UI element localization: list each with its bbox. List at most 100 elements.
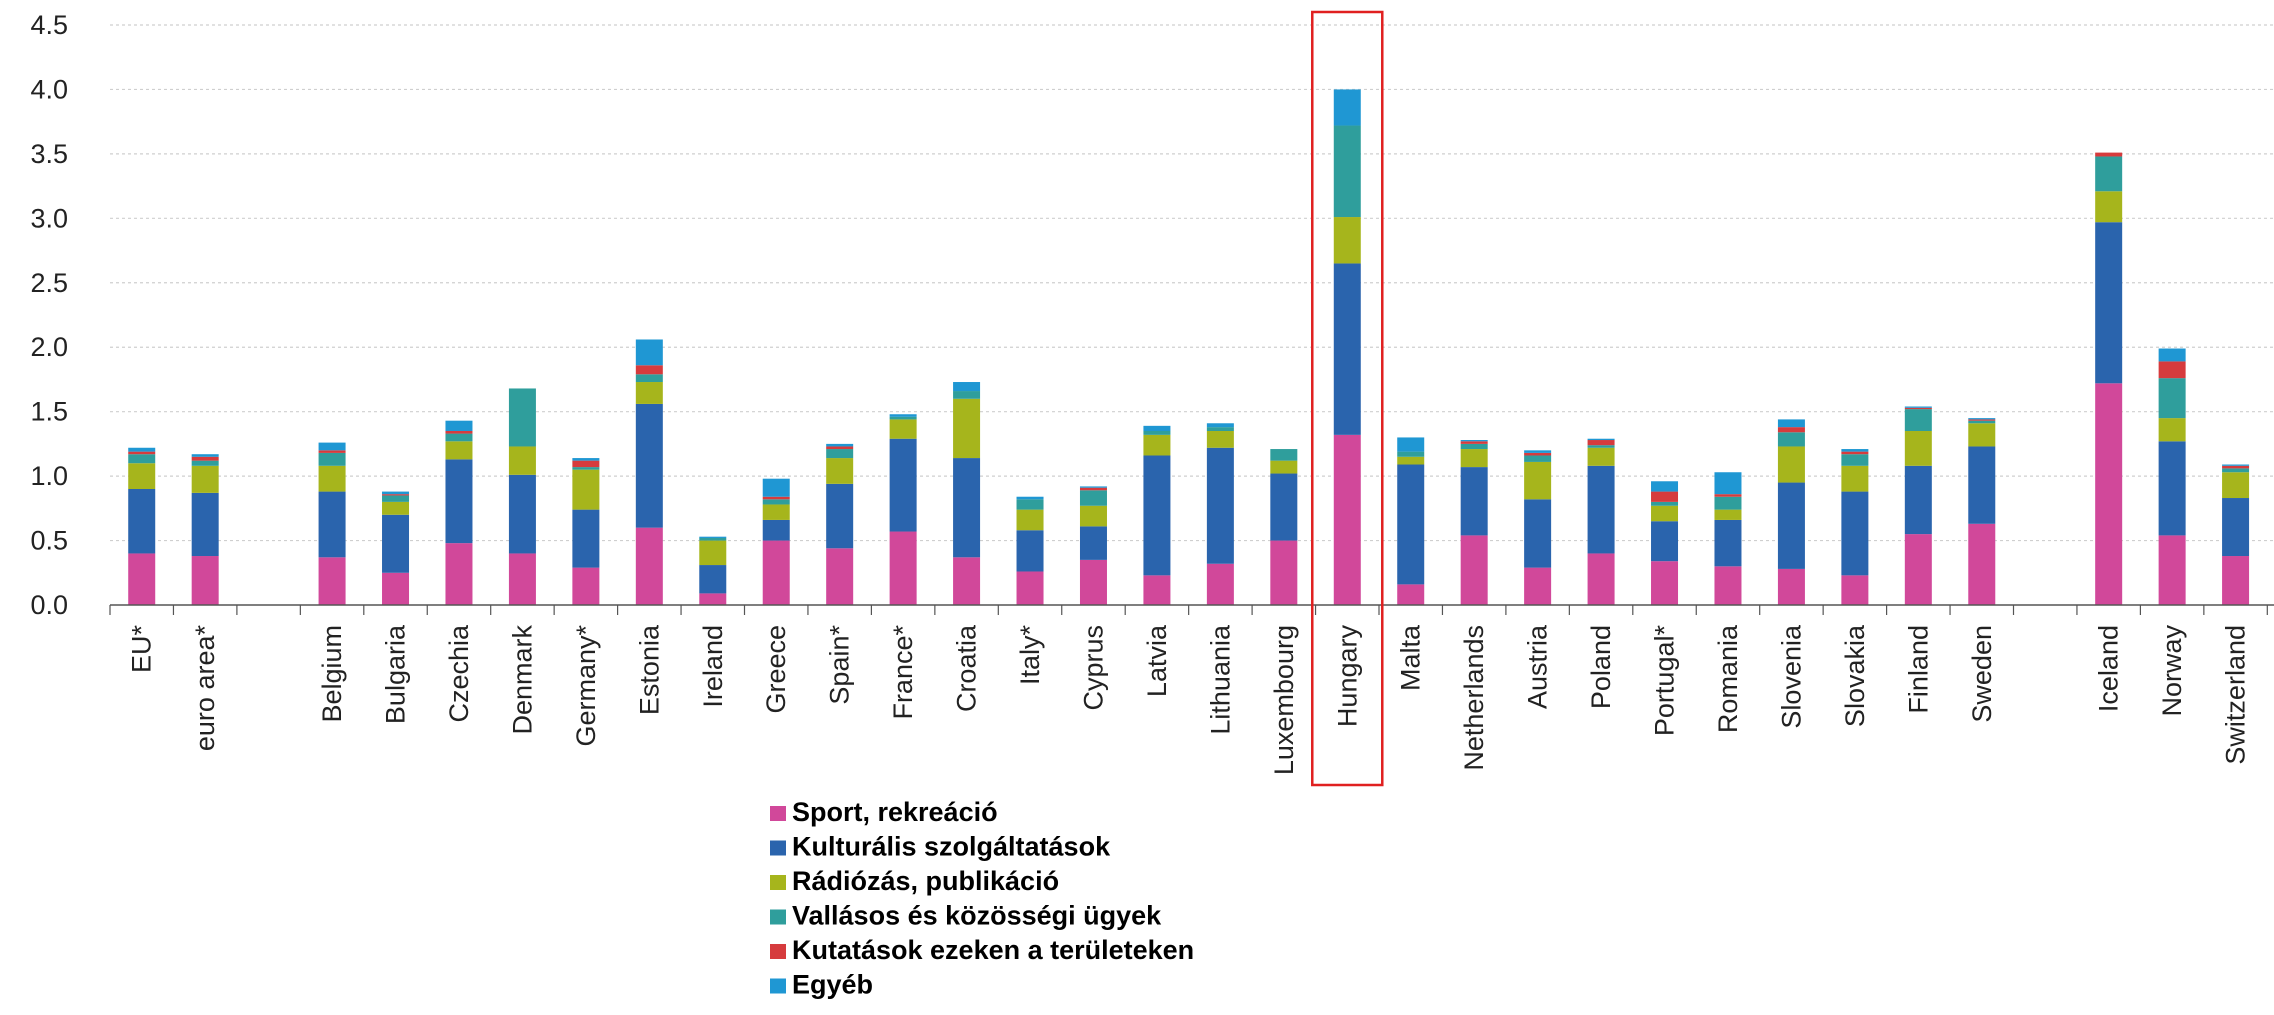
- bar-segment-cyprus-egyeb: [1079, 486, 1107, 488]
- bar-segment-eu-radiozas-publikacio: [128, 463, 156, 489]
- x-tick-label-romania: Romania: [1713, 624, 1743, 733]
- bar-segment-iceland-vallasos-es-kozossegi-ugyek: [2095, 156, 2123, 192]
- bar-segment-latvia-vallasos-es-kozossegi-ugyek: [1143, 431, 1171, 435]
- bar-segment-norway-kulturalis-szolgaltatasok: [2158, 441, 2186, 536]
- bar-segment-croatia-vallasos-es-kozossegi-ugyek: [953, 391, 981, 399]
- bar-segment-slovakia-egyeb: [1841, 449, 1869, 452]
- legend-swatch-radiozas-publikacio: [770, 875, 786, 890]
- bar-segment-euro-area-kutatasok-ezeken-a-teruleteken: [191, 456, 219, 461]
- legend-swatch-kutatasok-ezeken-a-teruleteken: [770, 944, 786, 959]
- bar-segment-bulgaria-kutatasok-ezeken-a-teruleteken: [382, 494, 410, 496]
- bar-segment-italy-radiozas-publikacio: [1016, 509, 1044, 531]
- bar-segment-malta-radiozas-publikacio: [1397, 456, 1425, 465]
- bar-segment-estonia-kutatasok-ezeken-a-teruleteken: [635, 365, 663, 375]
- bar-segment-netherlands-kulturalis-szolgaltatasok: [1460, 467, 1488, 536]
- bar-segment-poland-sport-rekreacio: [1587, 553, 1615, 605]
- bar-segment-greece-egyeb: [762, 478, 790, 497]
- bar-segment-slovenia-sport-rekreacio: [1777, 568, 1805, 605]
- x-tick-label-netherlands: Netherlands: [1459, 625, 1489, 771]
- legend-label-kulturalis-szolgaltatasok: Kulturális szolgáltatások: [792, 832, 1111, 862]
- bar-segment-estonia-egyeb: [635, 339, 663, 366]
- bar-segment-iceland-kulturalis-szolgaltatasok: [2095, 222, 2123, 384]
- bar-segment-germany-egyeb: [572, 458, 600, 461]
- x-tick-label-euro-area: euro area*: [190, 625, 220, 752]
- bar-segment-poland-radiozas-publikacio: [1587, 447, 1615, 466]
- bar-segment-france-radiozas-publikacio: [889, 419, 917, 439]
- bar-segment-bulgaria-sport-rekreacio: [382, 572, 410, 605]
- bar-segment-lithuania-radiozas-publikacio: [1206, 431, 1234, 448]
- bar-segment-france-kulturalis-szolgaltatasok: [889, 438, 917, 532]
- x-axis: [109, 604, 2274, 615]
- bar-segment-latvia-radiozas-publikacio: [1143, 434, 1171, 456]
- bar-segment-norway-vallasos-es-kozossegi-ugyek: [2158, 378, 2186, 419]
- x-tick-label-bulgaria: Bulgaria: [381, 624, 411, 724]
- bar-segment-cyprus-kutatasok-ezeken-a-teruleteken: [1079, 487, 1107, 491]
- bar-segment-germany-kulturalis-szolgaltatasok: [572, 509, 600, 568]
- bar-segment-greece-kulturalis-szolgaltatasok: [762, 519, 790, 541]
- bar-segment-norway-sport-rekreacio: [2158, 535, 2186, 605]
- bar-segment-finland-egyeb: [1904, 406, 1932, 408]
- bar-segment-ireland-vallasos-es-kozossegi-ugyek: [699, 537, 727, 541]
- x-tick-label-finland: Finland: [1903, 625, 1933, 714]
- legend-swatch-kulturalis-szolgaltatasok: [770, 840, 786, 856]
- bar-segment-iceland-radiozas-publikacio: [2095, 191, 2123, 223]
- bar-segment-ireland-radiozas-publikacio: [699, 540, 727, 566]
- bar-segment-hungary-egyeb: [1333, 89, 1361, 126]
- bar-segment-finland-vallasos-es-kozossegi-ugyek: [1904, 409, 1932, 431]
- y-tick-label: 0.5: [30, 526, 68, 556]
- y-tick-label: 1.0: [30, 461, 68, 491]
- bar-segment-switzerland-kulturalis-szolgaltatasok: [2222, 498, 2250, 557]
- bar-segment-hungary-sport-rekreacio: [1333, 434, 1361, 605]
- bar-segment-netherlands-egyeb: [1460, 440, 1488, 442]
- x-tick-label-austria: Austria: [1523, 624, 1553, 709]
- bar-segment-lithuania-egyeb: [1206, 423, 1234, 428]
- bar-segment-hungary-radiozas-publikacio: [1333, 217, 1361, 264]
- bar-segment-netherlands-sport-rekreacio: [1460, 535, 1488, 605]
- legend-label-kutatasok-ezeken-a-teruleteken: Kutatások ezeken a területeken: [792, 935, 1194, 965]
- bar-segment-belgium-radiozas-publikacio: [318, 465, 346, 492]
- bar-segment-ireland-egyeb: [699, 536, 727, 538]
- bar-segment-hungary-kulturalis-szolgaltatasok: [1333, 263, 1361, 435]
- x-tick-label-luxembourg: Luxembourg: [1269, 625, 1299, 775]
- y-tick-label: 3.0: [30, 203, 68, 233]
- bar-segment-cyprus-kulturalis-szolgaltatasok: [1079, 526, 1107, 560]
- bar-segment-italy-vallasos-es-kozossegi-ugyek: [1016, 499, 1044, 510]
- bar-segment-romania-kutatasok-ezeken-a-teruleteken: [1714, 494, 1742, 497]
- bar-segment-sweden-kutatasok-ezeken-a-teruleteken: [1968, 419, 1996, 421]
- bar-segment-slovakia-radiozas-publikacio: [1841, 465, 1869, 492]
- bar-segment-portugal-sport-rekreacio: [1651, 561, 1679, 605]
- bar-segment-eu-kulturalis-szolgaltatasok: [128, 489, 156, 554]
- bar-segment-poland-vallasos-es-kozossegi-ugyek: [1587, 445, 1615, 448]
- x-tick-label-czechia: Czechia: [444, 624, 474, 723]
- bar-segment-slovenia-radiozas-publikacio: [1777, 446, 1805, 483]
- bar-segment-austria-kutatasok-ezeken-a-teruleteken: [1524, 452, 1552, 456]
- bar-segment-euro-area-vallasos-es-kozossegi-ugyek: [191, 460, 219, 466]
- x-tick-label-slovenia: Slovenia: [1776, 624, 1806, 729]
- bar-segment-spain-kulturalis-szolgaltatasok: [826, 483, 854, 549]
- x-tick-label-croatia: Croatia: [952, 624, 982, 712]
- bar-segment-sweden-egyeb: [1968, 418, 1996, 420]
- bar-segment-luxembourg-kulturalis-szolgaltatasok: [1270, 473, 1298, 541]
- x-tick-label-sweden: Sweden: [1967, 625, 1997, 723]
- bar-segment-slovenia-egyeb: [1777, 419, 1805, 428]
- legend-swatch-vallasos-es-kozossegi-ugyek: [770, 909, 786, 925]
- bar-segment-malta-egyeb: [1397, 437, 1425, 452]
- bar-segment-slovakia-kutatasok-ezeken-a-teruleteken: [1841, 451, 1869, 455]
- bar-segment-sweden-radiozas-publikacio: [1968, 423, 1996, 447]
- bar-segment-romania-sport-rekreacio: [1714, 566, 1742, 605]
- bar-segment-spain-vallasos-es-kozossegi-ugyek: [826, 449, 854, 459]
- bar-segment-switzerland-kutatasok-ezeken-a-teruleteken: [2222, 465, 2250, 469]
- bar-segment-poland-kutatasok-ezeken-a-teruleteken: [1587, 440, 1615, 446]
- bars: [128, 89, 2250, 605]
- bar-segment-slovenia-kutatasok-ezeken-a-teruleteken: [1777, 427, 1805, 433]
- x-tick-label-italy: Italy*: [1015, 625, 1045, 686]
- bar-segment-euro-area-sport-rekreacio: [191, 556, 219, 605]
- bar-segment-norway-radiozas-publikacio: [2158, 418, 2186, 442]
- bar-segment-netherlands-kutatasok-ezeken-a-teruleteken: [1460, 441, 1488, 444]
- x-tick-label-iceland: Iceland: [2094, 625, 2124, 712]
- bar-segment-austria-vallasos-es-kozossegi-ugyek: [1524, 455, 1552, 462]
- bar-segment-bulgaria-kulturalis-szolgaltatasok: [382, 514, 410, 573]
- bar-segment-eu-egyeb: [128, 447, 156, 452]
- bar-segment-netherlands-vallasos-es-kozossegi-ugyek: [1460, 443, 1488, 450]
- bar-segment-netherlands-radiozas-publikacio: [1460, 449, 1488, 468]
